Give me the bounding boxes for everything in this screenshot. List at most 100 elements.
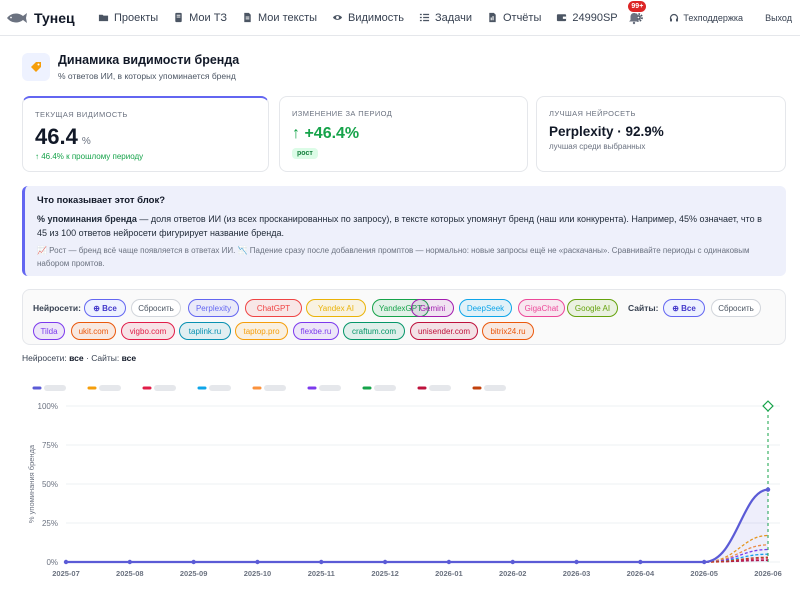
series-point xyxy=(319,559,324,565)
series-line xyxy=(66,488,769,564)
series-point xyxy=(191,559,196,565)
brand-name: Тунец xyxy=(34,9,75,26)
active-selection: Нейросети: все · Сайты: все xyxy=(22,353,137,363)
info-title: Что показывает этот блок? xyxy=(37,195,166,206)
current-visibility-value: 46.4% xyxy=(35,124,256,150)
bell-icon xyxy=(629,13,640,25)
legend-swatch xyxy=(264,385,286,391)
growth-badge: рост xyxy=(292,148,318,159)
series-point xyxy=(255,559,260,565)
site-chip-taplink-ru[interactable]: taplink.ru xyxy=(179,322,231,340)
site-chip-flexbe-ru[interactable]: flexbe.ru xyxy=(293,322,339,340)
x-tick-label: 2026-02 xyxy=(499,569,527,578)
info-box: Что показывает этот блок? % упоминания б… xyxy=(22,186,786,276)
nav-balance[interactable]: 24990SP xyxy=(556,11,618,24)
nav-my-tz[interactable]: Мои ТЗ xyxy=(173,12,227,24)
change-value: ↑ +46.4% xyxy=(292,125,360,142)
current-visibility-card: ТЕКУЩАЯ ВИДИМОСТЬ 46.4% ↑ 46.4% к прошло… xyxy=(22,96,269,172)
series-line xyxy=(66,553,769,563)
network-chip-perplexity[interactable]: Perplexity xyxy=(188,299,239,317)
nav-visibility-label: Видимость xyxy=(348,11,405,24)
series-line xyxy=(66,548,769,563)
nav-tasks[interactable]: Задачи xyxy=(419,12,472,24)
nav-visibility[interactable]: Видимость xyxy=(332,12,404,24)
legend-swatch xyxy=(319,385,341,391)
selection-sites-value: все xyxy=(121,353,137,363)
series-point xyxy=(638,559,643,565)
x-tick-label: 2025-12 xyxy=(371,569,399,578)
legend-swatch xyxy=(209,385,231,391)
x-tick-label: 2025-09 xyxy=(180,569,208,578)
report-icon xyxy=(489,12,496,23)
sites-all-chip[interactable]: ⊕ Все xyxy=(663,299,705,317)
network-chip-yandex-ai[interactable]: Yandex AI xyxy=(306,299,366,317)
nav-my-texts-label: Мои тексты xyxy=(258,11,318,24)
nav-balance-label: 24990SP xyxy=(572,11,618,24)
sites-reset-button[interactable]: Сбросить xyxy=(711,299,761,317)
site-chip-bitrix24-ru[interactable]: bitrix24.ru xyxy=(482,322,534,340)
series-point xyxy=(382,559,388,565)
page-title: Динамика видимости бренда xyxy=(58,53,240,67)
change-label: ИЗМЕНЕНИЕ ЗА ПЕРИОД xyxy=(292,109,393,118)
legend-swatch xyxy=(484,385,506,391)
y-tick-label: 50% xyxy=(42,480,58,489)
file-text-icon xyxy=(244,12,251,23)
nav-right: 99+ Техподдержка Выход xyxy=(627,0,800,36)
nav-reports-label: Отчёты xyxy=(502,11,542,24)
legend-swatch xyxy=(44,385,66,391)
x-tick-label: 2026-04 xyxy=(627,569,655,578)
legend-swatch xyxy=(154,385,176,391)
series-point xyxy=(510,559,515,565)
networks-reset-button[interactable]: Сбросить xyxy=(131,299,181,317)
site-chip-vigbo-com[interactable]: vigbo.com xyxy=(121,322,175,340)
notifications-badge: 99+ xyxy=(628,1,647,12)
site-chip-unisender-com[interactable]: unisender.com xyxy=(410,322,478,340)
series-point xyxy=(701,559,707,565)
series-point xyxy=(574,559,579,565)
nav-tasks-label: Задачи xyxy=(435,11,472,24)
eye-icon xyxy=(332,15,343,20)
series-area xyxy=(66,489,768,562)
info-definition: — доля ответов ИИ (из всех просканирован… xyxy=(37,214,762,238)
checklist-icon xyxy=(419,13,430,22)
site-chip-craftum-com[interactable]: craftum.com xyxy=(343,322,405,340)
x-tick-label: 2025-07 xyxy=(52,569,80,578)
y-tick-label: 75% xyxy=(42,441,58,450)
networks-all-chip[interactable]: ⊕ Все xyxy=(84,299,126,317)
networks-filter-label: Нейросети: xyxy=(33,303,81,313)
network-chip-google-ai[interactable]: Google AI xyxy=(567,299,618,317)
x-tick-label: 2025-10 xyxy=(244,569,272,578)
legend-swatch xyxy=(99,385,121,391)
filters-panel: Нейросети: ⊕ Все Сбросить Perplexity Chat… xyxy=(22,289,786,345)
wallet-icon xyxy=(557,14,567,22)
site-chip-taptop-pro[interactable]: taptop.pro xyxy=(235,322,288,340)
notifications-button[interactable]: 99+ xyxy=(627,1,647,25)
nav-reports[interactable]: Отчёты xyxy=(487,12,541,24)
current-visibility-number: 46.4 xyxy=(35,124,78,149)
x-tick-label: 2026-01 xyxy=(435,569,463,578)
logout-link[interactable]: Выход xyxy=(765,13,792,23)
current-visibility-delta: ↑ 46.4% к прошлому периоду xyxy=(35,152,144,161)
best-network-label: ЛУЧШАЯ НЕЙРОСЕТЬ xyxy=(549,109,636,118)
site-chip-tilda[interactable]: Tilda xyxy=(33,322,65,340)
site-chip-ukit-com[interactable]: ukit.com xyxy=(71,322,116,340)
nav-my-texts[interactable]: Мои тексты xyxy=(242,12,317,24)
section-header: Динамика видимости бренда % ответов ИИ, … xyxy=(22,53,239,81)
y-tick-label: 25% xyxy=(42,519,58,528)
network-chip-chatgpt[interactable]: ChatGPT xyxy=(245,299,302,317)
network-chip-deepseek[interactable]: DeepSeek xyxy=(459,299,512,317)
current-visibility-label: ТЕКУЩАЯ ВИДИМОСТЬ xyxy=(35,110,128,119)
logo[interactable]: Тунец xyxy=(6,10,98,26)
series-point xyxy=(127,559,133,565)
nav-projects-label: Проекты xyxy=(114,11,159,24)
best-network-note: лучшая среди выбранных xyxy=(549,142,646,151)
support-link[interactable]: Техподдержка xyxy=(669,13,743,23)
nav-menu: Проекты Мои ТЗ Мои тексты Видимость Зада… xyxy=(98,12,664,24)
network-chip-gemini[interactable]: Gemini xyxy=(411,299,454,317)
selection-networks-value: все xyxy=(69,353,84,363)
y-tick-label: 0% xyxy=(46,558,58,567)
nav-projects[interactable]: Проекты xyxy=(98,12,158,24)
tuna-logo-icon xyxy=(7,12,27,23)
nav-my-tz-label: Мои ТЗ xyxy=(189,11,227,24)
network-chip-gigachat[interactable]: GigaChat xyxy=(518,299,565,317)
